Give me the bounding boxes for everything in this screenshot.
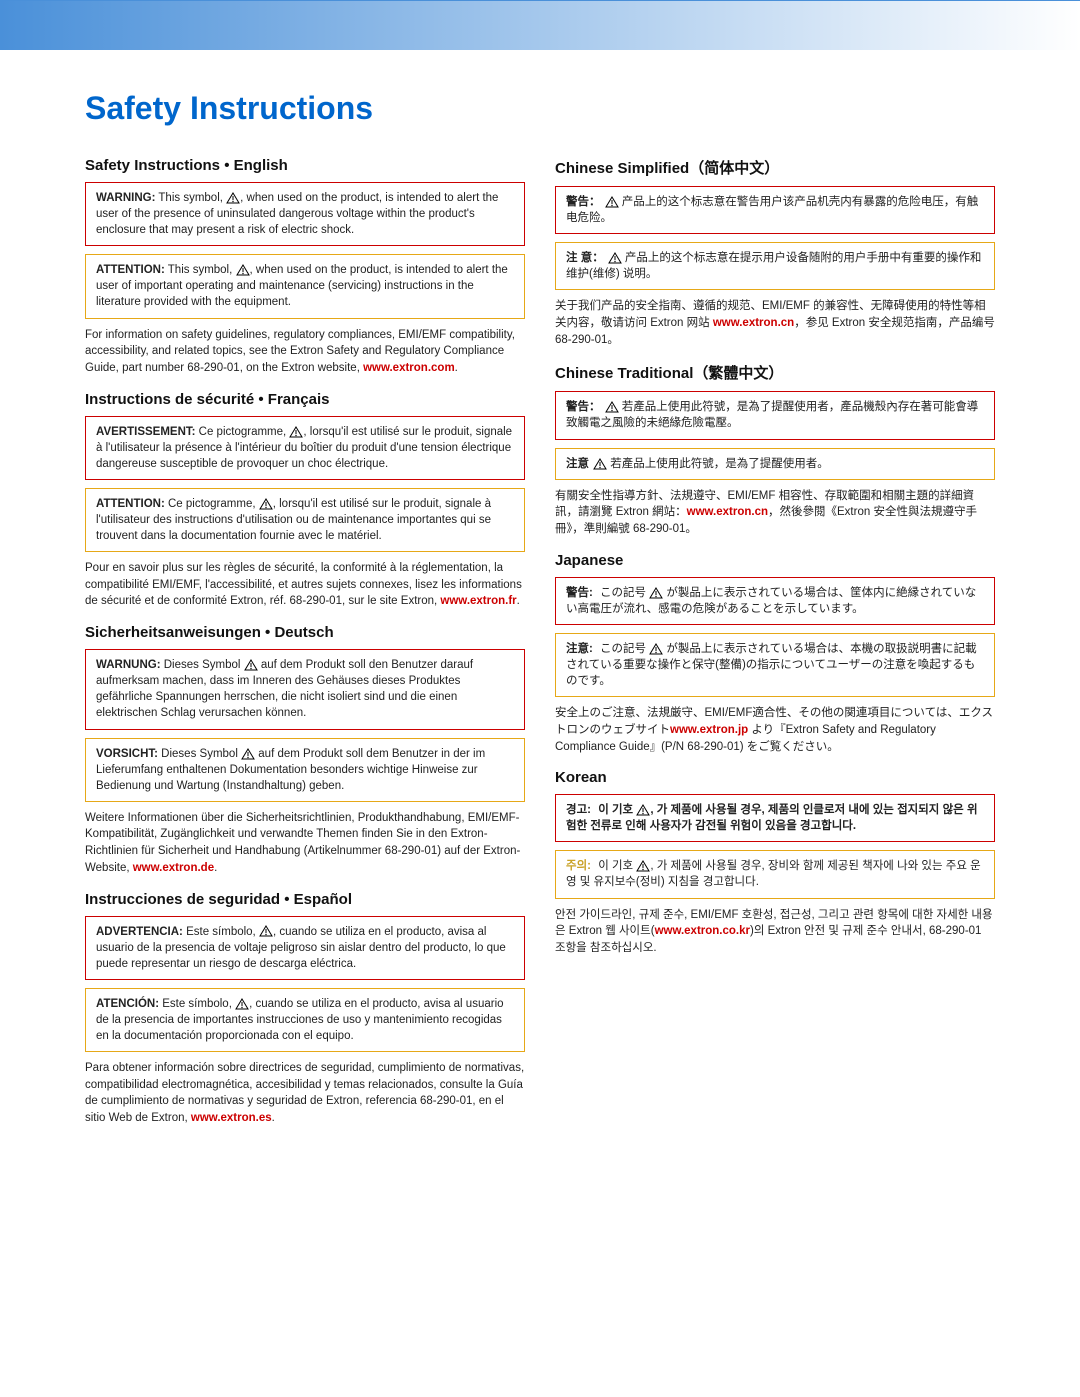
two-column-layout: Safety Instructions • English WARNING: T… xyxy=(85,145,995,1141)
warning-triangle-icon xyxy=(605,401,619,413)
warning-triangle-icon xyxy=(259,925,273,937)
attention-text-pre: この記号 xyxy=(597,643,649,655)
french-attention-box: ATTENTION: Ce pictogramme, , lorsqu'il e… xyxy=(85,488,525,552)
english-attention-box: ATTENTION: This symbol, , when used on t… xyxy=(85,254,525,318)
japanese-heading: Japanese xyxy=(555,552,995,569)
warning-triangle-icon xyxy=(636,804,650,816)
attention-text-pre: Ce pictogramme, xyxy=(165,498,259,510)
kr-warning-box: 경고: 이 기호 , 가 제품에 사용될 경우, 제품의 인클로저 내에 있는 … xyxy=(555,794,995,842)
attention-text-pre: 이 기호 xyxy=(595,860,636,872)
warning-triangle-icon xyxy=(236,264,250,276)
right-column: Chinese Simplified（简体中文） 警告： 产品上的这个标志意在警… xyxy=(555,145,995,1141)
spanish-attention-box: ATENCIÓN: Este símbolo, , cuando se util… xyxy=(85,988,525,1052)
chs-info-para: 关于我们产品的安全指南、遵循的规范、EMI/EMF 的兼容性、无障碍使用的特性等… xyxy=(555,298,995,348)
warning-text-pre: This symbol, xyxy=(155,192,226,204)
warning-triangle-icon xyxy=(244,659,258,671)
warning-triangle-icon xyxy=(649,643,663,655)
warning-triangle-icon xyxy=(636,860,650,872)
jp-info-para: 安全上のご注意、法規厳守、EMI/EMF適合性、その他の関連項目については、エク… xyxy=(555,705,995,755)
warning-label: 警告: xyxy=(566,587,593,599)
warning-label: 警告： xyxy=(566,401,601,413)
warning-label: WARNING: xyxy=(96,192,155,204)
warning-triangle-icon xyxy=(226,192,240,204)
attention-label: 注意 xyxy=(566,458,589,470)
attention-label: 注 意： xyxy=(566,252,604,264)
extron-link[interactable]: www.extron.cn xyxy=(687,506,768,518)
extron-link[interactable]: www.extron.es xyxy=(191,1112,272,1124)
para-text-post: . xyxy=(272,1112,275,1124)
page-title: Safety Instructions xyxy=(85,90,995,127)
warning-triangle-icon xyxy=(608,252,622,264)
english-info-para: For information on safety guidelines, re… xyxy=(85,327,525,377)
extron-link[interactable]: www.extron.jp xyxy=(670,724,748,736)
para-text-post: . xyxy=(214,862,217,874)
warning-label: 경고: xyxy=(566,804,591,816)
cht-warning-box: 警告： 若產品上使用此符號，是為了提醒使用者，產品機殼內存在著可能會導致觸電之風… xyxy=(555,391,995,439)
cht-info-para: 有關安全性指導方針、法規遵守、EMI/EMF 相容性、存取範圍和相關主題的詳細資… xyxy=(555,488,995,538)
german-attention-box: VORSICHT: Dieses Symbol auf dem Produkt … xyxy=(85,738,525,802)
attention-label: VORSICHT: xyxy=(96,748,158,760)
attention-text: 若產品上使用此符號，是為了提醒使用者。 xyxy=(607,458,829,470)
warning-triangle-icon xyxy=(259,498,273,510)
top-gradient-strip xyxy=(0,0,1080,50)
warning-triangle-icon xyxy=(649,587,663,599)
warning-text: 若產品上使用此符號，是為了提醒使用者，產品機殼內存在著可能會導致觸電之風險的未絕… xyxy=(566,401,978,429)
cht-attention-box: 注意 若產品上使用此符號，是為了提醒使用者。 xyxy=(555,448,995,480)
warning-triangle-icon xyxy=(235,998,249,1010)
warning-label: AVERTISSEMENT: xyxy=(96,426,195,438)
warning-text-pre: Ce pictogramme, xyxy=(195,426,289,438)
extron-link[interactable]: www.extron.com xyxy=(363,362,455,374)
attention-label: ATENCIÓN: xyxy=(96,998,159,1010)
chinese-traditional-heading: Chinese Traditional（繁體中文） xyxy=(555,362,995,383)
extron-link[interactable]: www.extron.co.kr xyxy=(655,925,750,937)
french-heading: Instructions de sécurité • Français xyxy=(85,391,525,408)
warning-text-pre: この記号 xyxy=(597,587,649,599)
left-column: Safety Instructions • English WARNING: T… xyxy=(85,145,525,1141)
attention-text-pre: This symbol, xyxy=(165,264,236,276)
warning-triangle-icon xyxy=(593,458,607,470)
warning-triangle-icon xyxy=(241,748,255,760)
extron-link[interactable]: www.extron.fr xyxy=(440,595,516,607)
english-heading: Safety Instructions • English xyxy=(85,157,525,174)
warning-label: 警告： xyxy=(566,196,601,208)
attention-label: ATTENTION: xyxy=(96,498,165,510)
attention-text: 产品上的这个标志意在提示用户设备随附的用户手册中有重要的操作和维护(维修) 说明… xyxy=(566,252,981,280)
warning-label: ADVERTENCIA: xyxy=(96,926,183,938)
kr-attention-box: 주의: 이 기호 , 가 제품에 사용될 경우, 장비와 함께 제공된 책자에 … xyxy=(555,850,995,898)
chs-warning-box: 警告： 产品上的这个标志意在警告用户该产品机壳内有暴露的危险电压，有触电危险。 xyxy=(555,186,995,234)
french-info-para: Pour en savoir plus sur les règles de sé… xyxy=(85,560,525,610)
extron-link[interactable]: www.extron.cn xyxy=(713,317,794,329)
warning-text-pre: 이 기호 xyxy=(595,804,636,816)
page-content: Safety Instructions Safety Instructions … xyxy=(0,50,1080,1201)
attention-label: ATTENTION: xyxy=(96,264,165,276)
german-warning-box: WARNUNG: Dieses Symbol auf dem Produkt s… xyxy=(85,649,525,729)
attention-label: 주의: xyxy=(566,860,591,872)
extron-link[interactable]: www.extron.de xyxy=(133,862,214,874)
kr-info-para: 안전 가이드라인, 규제 준수, EMI/EMF 호환성, 접근성, 그리고 관… xyxy=(555,907,995,957)
para-text-post: . xyxy=(517,595,520,607)
spanish-warning-box: ADVERTENCIA: Este símbolo, , cuando se u… xyxy=(85,916,525,980)
warning-label: WARNUNG: xyxy=(96,659,161,671)
chs-attention-box: 注 意： 产品上的这个标志意在提示用户设备随附的用户手册中有重要的操作和维护(维… xyxy=(555,242,995,290)
para-text-post: . xyxy=(455,362,458,374)
french-warning-box: AVERTISSEMENT: Ce pictogramme, , lorsqu'… xyxy=(85,416,525,480)
warning-text-pre: Este símbolo, xyxy=(183,926,259,938)
attention-text-pre: Este símbolo, xyxy=(159,998,235,1010)
para-text: Para obtener información sobre directric… xyxy=(85,1062,524,1124)
warning-text-pre: Dieses Symbol xyxy=(161,659,244,671)
chinese-simplified-heading: Chinese Simplified（简体中文） xyxy=(555,157,995,178)
spanish-heading: Instrucciones de seguridad • Español xyxy=(85,891,525,908)
attention-label: 注意: xyxy=(566,643,593,655)
warning-triangle-icon xyxy=(289,426,303,438)
korean-heading: Korean xyxy=(555,769,995,786)
warning-text: 产品上的这个标志意在警告用户该产品机壳内有暴露的危险电压，有触电危险。 xyxy=(566,196,978,224)
english-warning-box: WARNING: This symbol, , when used on the… xyxy=(85,182,525,246)
spanish-info-para: Para obtener información sobre directric… xyxy=(85,1060,525,1127)
warning-triangle-icon xyxy=(605,196,619,208)
german-heading: Sicherheitsanweisungen • Deutsch xyxy=(85,624,525,641)
jp-attention-box: 注意: この記号 が製品上に表示されている場合は、本機の取扱説明書に記載されてい… xyxy=(555,633,995,697)
attention-text-pre: Dieses Symbol xyxy=(158,748,241,760)
jp-warning-box: 警告: この記号 が製品上に表示されている場合は、筐体内に絶縁されていない高電圧… xyxy=(555,577,995,625)
german-info-para: Weitere Informationen über die Sicherhei… xyxy=(85,810,525,877)
